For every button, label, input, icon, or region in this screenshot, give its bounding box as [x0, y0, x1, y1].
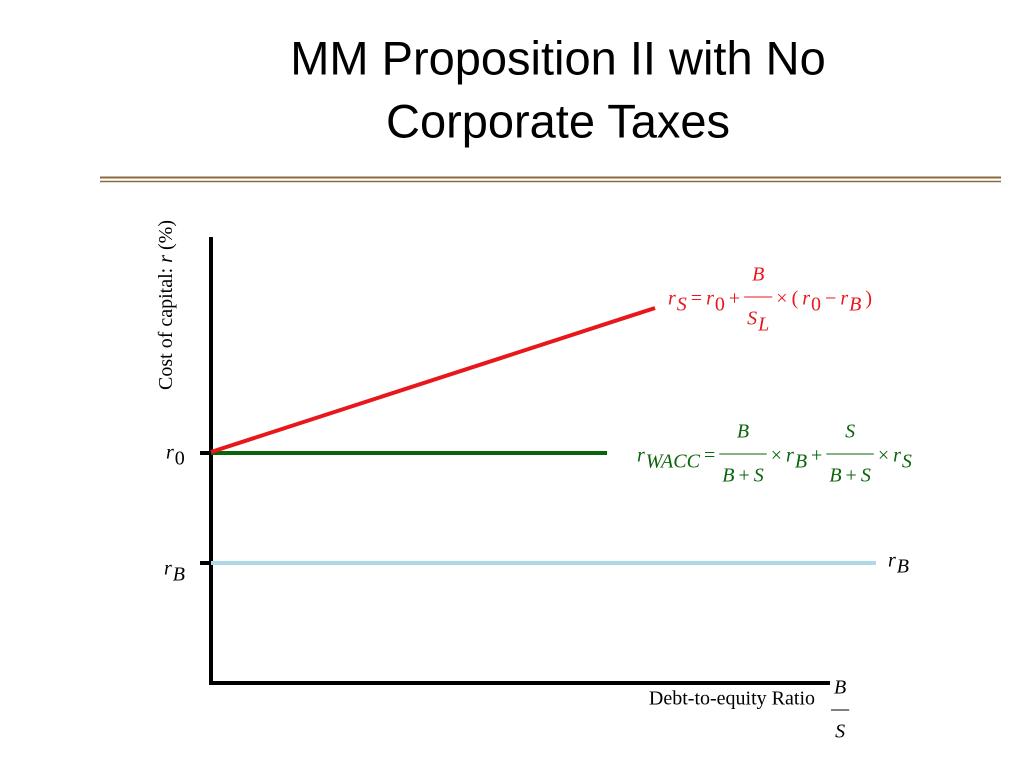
formula-text: S	[861, 465, 871, 487]
denominator: B + S	[722, 465, 764, 487]
formula-text: −	[825, 288, 836, 310]
formula-text: WACC	[646, 451, 701, 473]
formula-text: r	[802, 288, 810, 310]
formula-text: )	[865, 288, 872, 310]
denominator: S	[835, 721, 845, 743]
formula-text: B	[829, 465, 841, 487]
numerator: B	[834, 677, 846, 699]
formula-text: r	[668, 288, 676, 310]
formula-text: r	[840, 288, 848, 310]
formula-text: B	[752, 264, 764, 286]
formula-text: S	[845, 421, 855, 443]
equity-formula: r S = r 0 +BS L×(r 0− r B)	[668, 264, 872, 336]
formula-text: ×	[771, 445, 782, 467]
equity-line	[210, 306, 656, 454]
formula-text: B	[173, 564, 185, 586]
formula-text: r	[888, 550, 896, 572]
formula-text: B	[722, 465, 734, 487]
formula-text: S	[747, 308, 757, 330]
formula-text: ×	[878, 445, 889, 467]
formula-text: r	[166, 442, 174, 464]
formula-text: B	[849, 294, 861, 316]
numerator: B	[752, 264, 764, 286]
formula-text: r	[637, 445, 645, 467]
formula-text: S	[754, 465, 764, 487]
formula-text: =	[691, 288, 702, 310]
denominator: B + S	[829, 465, 871, 487]
title-line: MM Proposition II with No	[290, 31, 825, 84]
y-axis-label: Cost of capital: r (%)	[155, 220, 177, 390]
formula-text: B	[834, 677, 846, 699]
formula-text: r	[893, 445, 901, 467]
formula-text: (	[792, 288, 799, 310]
formula-text: =	[704, 445, 715, 467]
formula-text: 0	[811, 294, 821, 316]
formula-text: r	[786, 445, 794, 467]
formula-text: +	[846, 465, 857, 487]
formula-text: S	[902, 451, 912, 473]
formula-text: B	[795, 451, 807, 473]
formula-text: r	[706, 288, 714, 310]
formula-text: L	[757, 314, 769, 336]
label-unit: (%)	[155, 220, 177, 255]
formula-text: S	[835, 721, 845, 743]
label-variable: r	[155, 255, 177, 263]
wacc-formula: r WACC =BB + S× r B +SB + S× r S	[637, 421, 912, 487]
x-axis-fraction: BS	[831, 677, 850, 743]
label-text: Cost of capital:	[155, 263, 177, 390]
title-line: Corporate Taxes	[386, 94, 730, 147]
numerator: S	[845, 421, 855, 443]
formula-text: 0	[715, 294, 725, 316]
formula-text: B	[897, 556, 909, 578]
formula-text: r	[164, 558, 172, 580]
formula-text: +	[729, 288, 740, 310]
formula-text: ×	[776, 288, 787, 310]
formula-text: 0	[175, 448, 185, 470]
numerator: B	[737, 421, 749, 443]
formula-text: +	[811, 445, 822, 467]
x-axis-label: Debt-to-equity Ratio	[649, 688, 815, 710]
formula-text: +	[738, 465, 749, 487]
formula-text: B	[737, 421, 749, 443]
formula-text: S	[677, 294, 687, 316]
